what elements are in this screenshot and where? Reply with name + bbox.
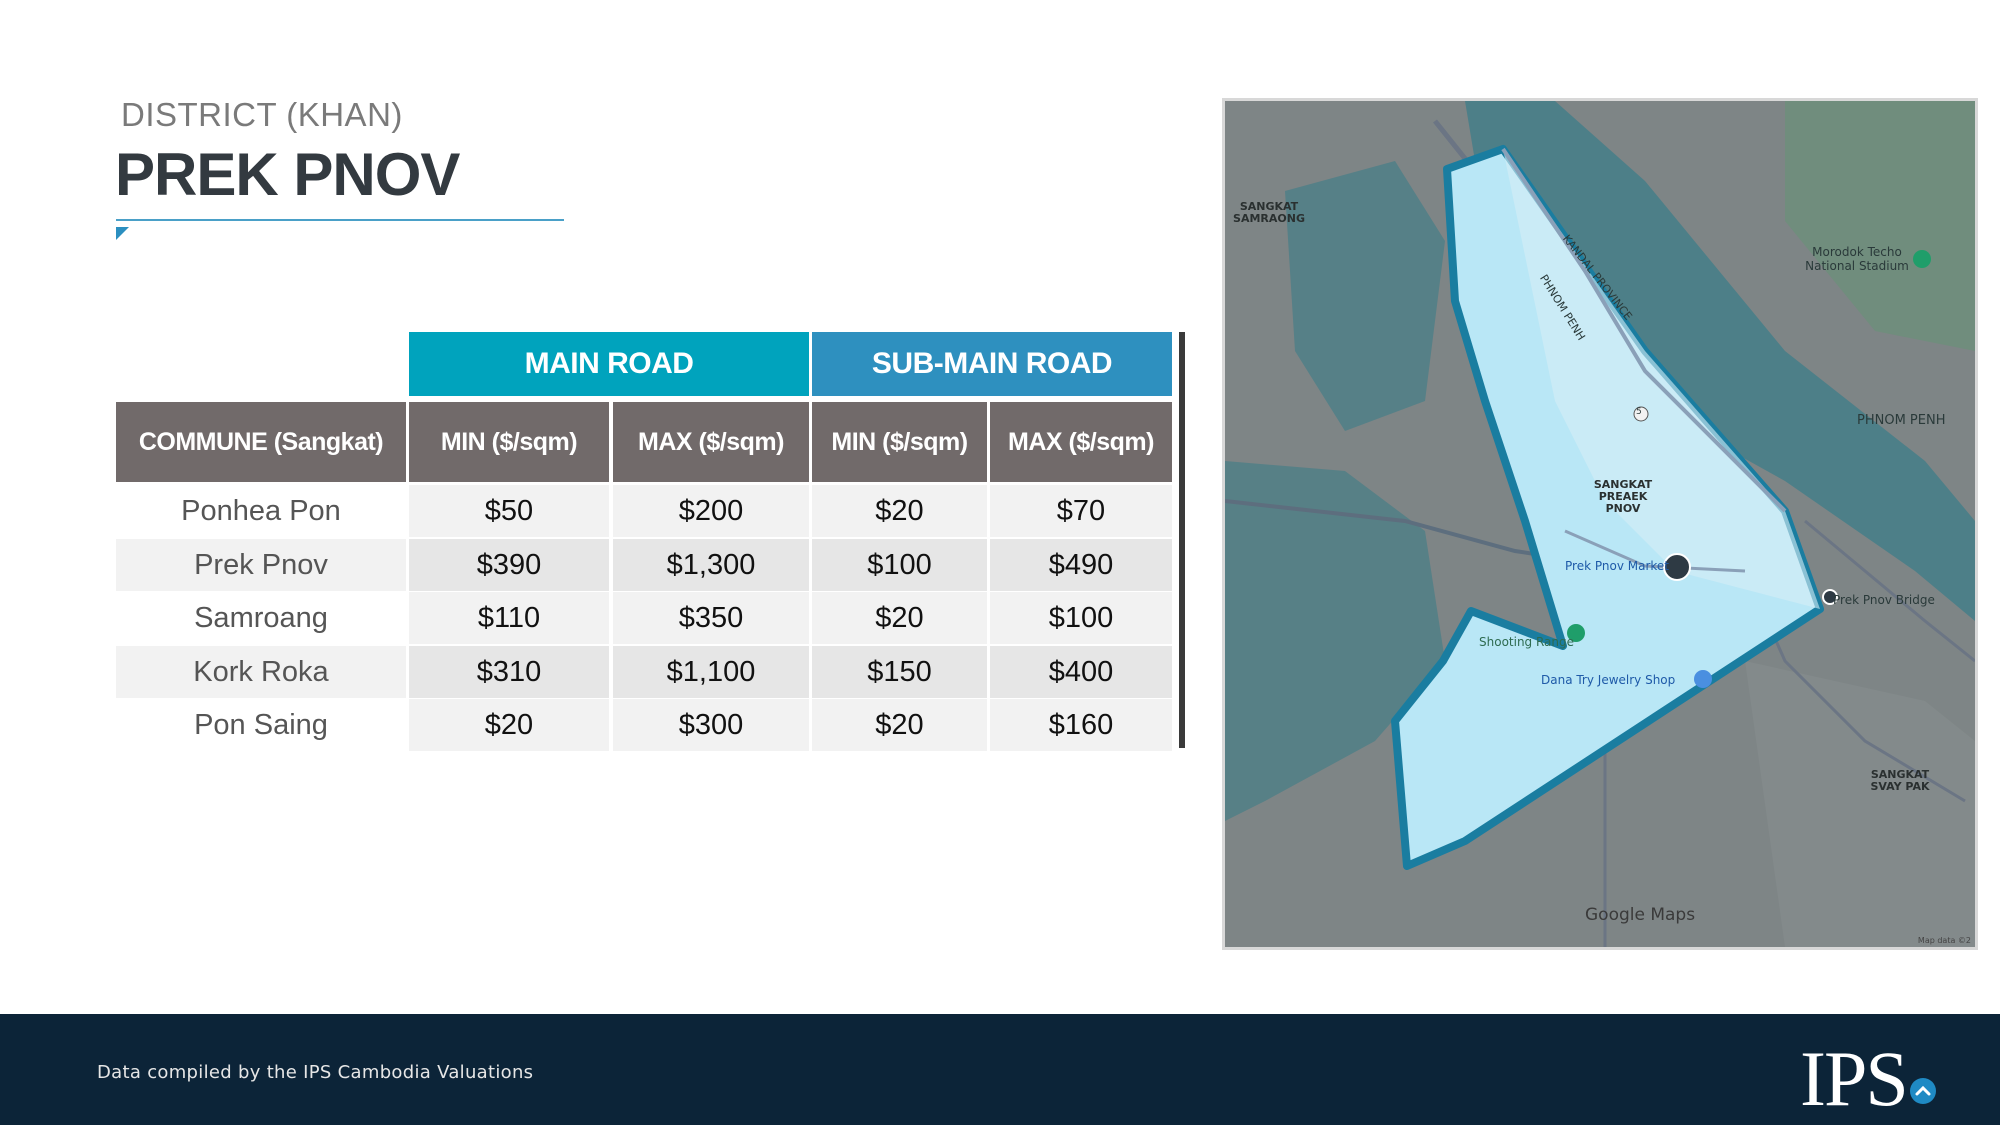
map-poi-shooting-range[interactable]: Shooting Range [1479,635,1575,649]
map-label-sangkat-samraong: SANGKAT SAMRAONG [1233,200,1305,225]
map-poi-prek-pnov-bridge[interactable]: Prek Pnov Bridge [1833,593,1935,607]
table-cell-main-min: $390 [409,539,609,591]
table-cell-commune: Kork Roka [116,646,406,698]
table-cell-sub-max: $400 [990,646,1172,698]
table-cell-sub-min: $100 [812,539,987,591]
table-cell-sub-min: $150 [812,646,987,698]
table-cell-main-max: $1,100 [613,646,809,698]
main-road-header: MAIN ROAD [409,332,809,396]
table-cell-sub-max: $160 [990,699,1172,751]
map-label-sangkat-svay-pak: SANGKAT SVAY PAK [1870,768,1930,793]
footer-source-text: Data compiled by the IPS Cambodia Valuat… [97,1062,534,1083]
sub-main-road-header: SUB-MAIN ROAD [812,332,1172,396]
page-title: PREK PNOV [115,141,460,208]
ips-logo: IPS [1800,1035,1909,1122]
title-corner-marker [116,227,129,240]
table-cell-main-min: $50 [409,485,609,537]
district-subtitle: DISTRICT (KHAN) [121,96,403,133]
column-header-main-max: MAX ($/sqm) [613,402,809,482]
table-cell-sub-min: $20 [812,699,987,751]
map-label-sangkat-preaek-pnov: SANGKAT PREAEK PNOV [1593,478,1653,515]
footer: Data compiled by the IPS Cambodia Valuat… [0,1014,2000,1125]
map-label-phnom-penh: PHNOM PENH [1857,413,1946,428]
district-map[interactable]: SANGKAT SAMRAONG SANGKAT PREAEK PNOV SAN… [1222,98,1978,950]
map-poi-prek-pnov-market[interactable]: Prek Pnov Market [1565,559,1669,573]
table-cell-sub-min: $20 [812,592,987,644]
table-cell-main-min: $20 [409,699,609,751]
table-cell-main-max: $1,300 [613,539,809,591]
table-cell-main-min: $310 [409,646,609,698]
table-cell-sub-max: $100 [990,592,1172,644]
table-cell-main-max: $200 [613,485,809,537]
table-cell-sub-max: $490 [990,539,1172,591]
table-cell-main-max: $300 [613,699,809,751]
map-graphic [1225,101,1975,947]
map-route-number: 5 [1636,407,1642,417]
table-cell-commune: Pon Saing [116,699,406,751]
map-label-stadium: Morodok Techo National Stadium [1805,245,1909,273]
table-cell-commune: Prek Pnov [116,539,406,591]
map-attribution[interactable]: Map data ©2 [1917,936,1971,945]
column-header-sub-max: MAX ($/sqm) [990,402,1172,482]
title-divider [116,219,564,221]
table-cell-commune: Ponhea Pon [116,485,406,537]
column-header-main-min: MIN ($/sqm) [409,402,609,482]
table-cell-commune: Samroang [116,592,406,644]
table-cell-main-min: $110 [409,592,609,644]
chevron-up-icon [1910,1078,1936,1104]
column-header-commune: COMMUNE (Sangkat) [116,402,406,482]
table-cell-main-max: $350 [613,592,809,644]
map-poi-jewelry-shop[interactable]: Dana Try Jewelry Shop [1541,673,1676,687]
google-maps-logo: Google Maps [1585,905,1696,925]
column-header-sub-min: MIN ($/sqm) [812,402,987,482]
table-cell-sub-max: $70 [990,485,1172,537]
table-right-edge-bar [1179,332,1185,748]
table-cell-sub-min: $20 [812,485,987,537]
